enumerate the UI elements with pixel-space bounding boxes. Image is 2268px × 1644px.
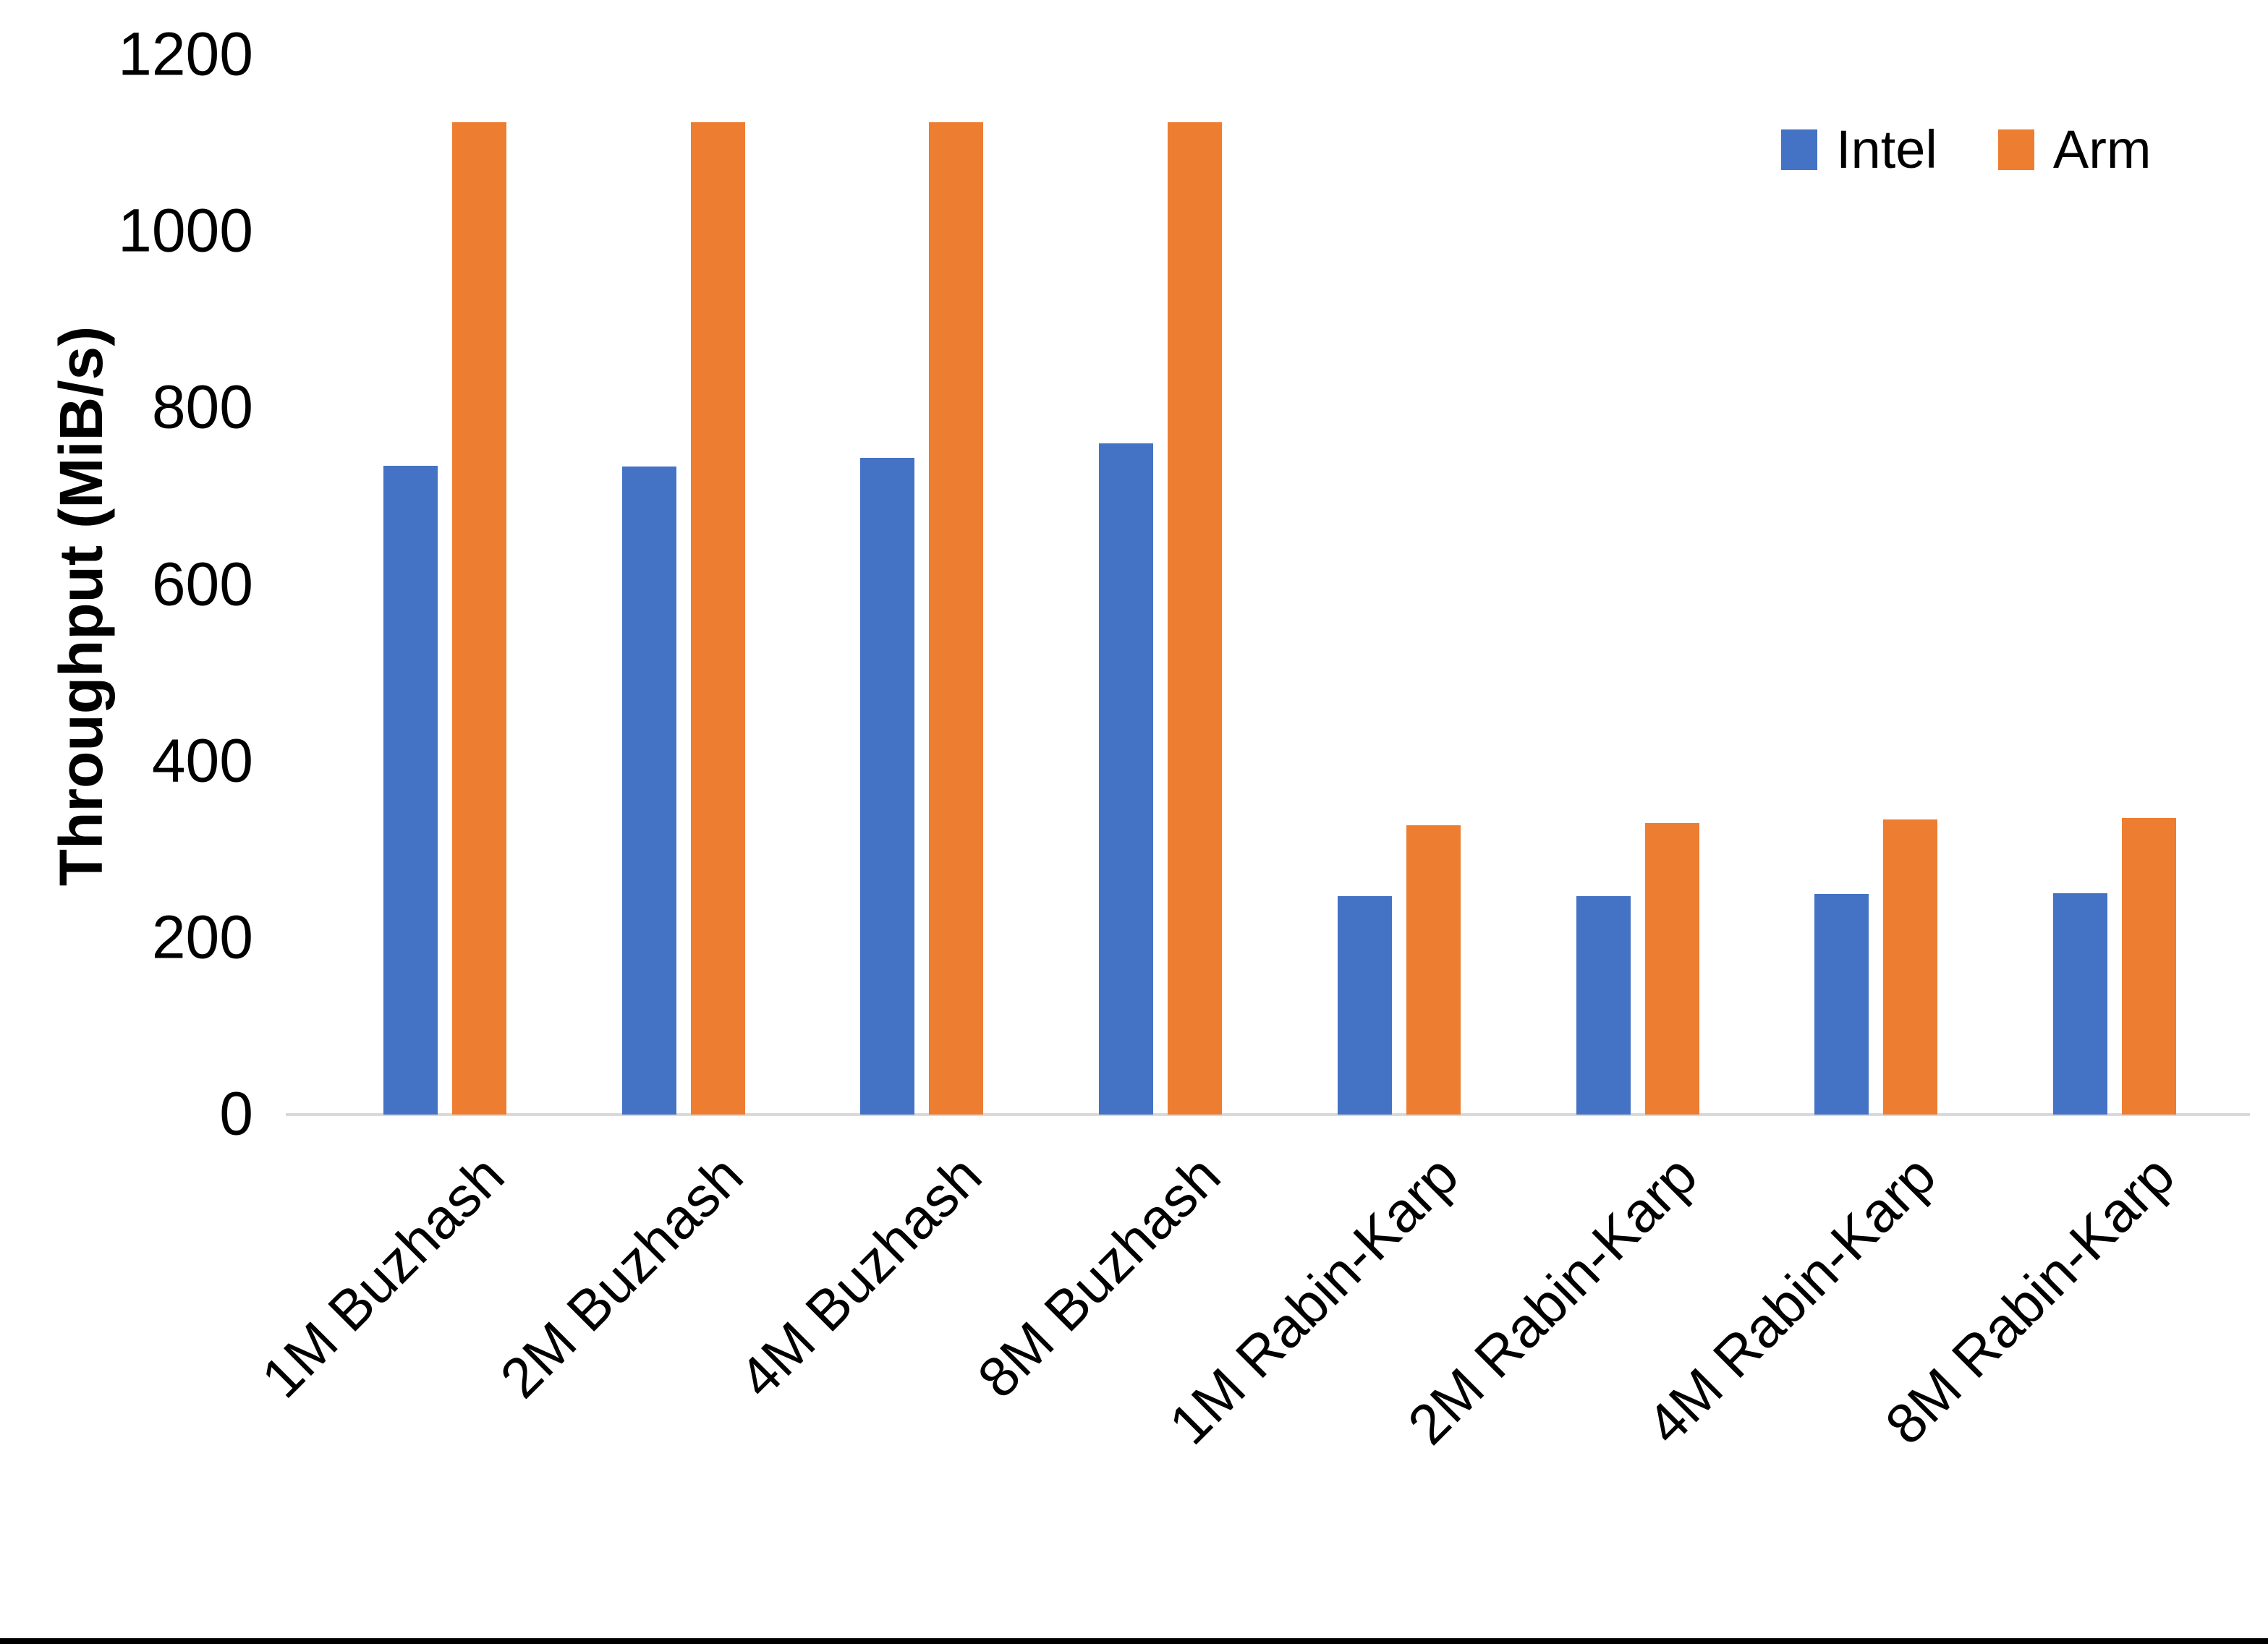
y-tick-label-0: 0 bbox=[219, 1079, 253, 1148]
y-tick-label-600: 600 bbox=[151, 549, 253, 618]
legend-label-arm: Arm bbox=[2052, 119, 2152, 179]
x-category-label-2m-buzhash: 2M Buzhash bbox=[488, 1143, 755, 1410]
bar-arm-2m-rabin-karp bbox=[1644, 823, 1699, 1115]
legend-label-intel: Intel bbox=[1836, 119, 1937, 179]
bar-group-2m-rabin-karp bbox=[1519, 0, 1757, 1115]
bar-arm-4m-rabin-karp bbox=[1883, 819, 1938, 1115]
x-axis-line bbox=[286, 1113, 2250, 1116]
bottom-border bbox=[0, 1638, 2268, 1644]
x-category-label-8m-buzhash: 8M Buzhash bbox=[965, 1143, 1232, 1410]
bar-intel-2m-buzhash bbox=[621, 467, 676, 1115]
y-axis-title: Throughput (MiB/s) bbox=[47, 325, 115, 887]
bar-group-8m-rabin-karp bbox=[1995, 0, 2234, 1115]
bar-arm-1m-rabin-karp bbox=[1406, 825, 1461, 1115]
legend-item-arm: Arm bbox=[1997, 119, 2152, 179]
bar-group-8m-buzhash bbox=[1041, 0, 1280, 1115]
bar-group-2m-buzhash bbox=[564, 0, 803, 1115]
bar-arm-8m-buzhash bbox=[1168, 122, 1223, 1115]
y-tick-label-800: 800 bbox=[151, 372, 253, 441]
bar-intel-1m-rabin-karp bbox=[1337, 896, 1392, 1115]
legend-item-intel: Intel bbox=[1781, 123, 1937, 176]
bar-arm-2m-buzhash bbox=[690, 122, 745, 1115]
bar-arm-8m-rabin-karp bbox=[2122, 818, 2177, 1115]
bar-group-1m-rabin-karp bbox=[1280, 0, 1519, 1115]
plot-area bbox=[326, 0, 2234, 1115]
bar-group-4m-rabin-karp bbox=[1757, 0, 1996, 1115]
bar-intel-2m-rabin-karp bbox=[1576, 896, 1631, 1115]
y-tick-label-1200: 1200 bbox=[118, 20, 253, 88]
bar-intel-8m-rabin-karp bbox=[2053, 893, 2108, 1115]
bar-group-1m-buzhash bbox=[326, 0, 564, 1115]
bar-intel-4m-buzhash bbox=[860, 458, 915, 1115]
x-category-label-1m-buzhash: 1M Buzhash bbox=[249, 1143, 517, 1410]
bar-intel-4m-rabin-karp bbox=[1814, 894, 1869, 1115]
y-tick-label-400: 400 bbox=[151, 725, 253, 794]
bar-intel-8m-buzhash bbox=[1099, 443, 1154, 1115]
x-category-label-4m-buzhash: 4M Buzhash bbox=[726, 1143, 994, 1410]
bar-arm-1m-buzhash bbox=[451, 122, 506, 1115]
bar-arm-4m-buzhash bbox=[929, 122, 984, 1115]
bar-intel-1m-buzhash bbox=[383, 466, 438, 1115]
bar-group-4m-buzhash bbox=[803, 0, 1042, 1115]
arm-legend-swatch bbox=[1997, 129, 2034, 170]
intel-legend-swatch bbox=[1781, 129, 1817, 170]
y-tick-label-200: 200 bbox=[151, 903, 253, 971]
legend: Intel Arm bbox=[1781, 123, 2152, 176]
y-tick-label-1000: 1000 bbox=[118, 196, 253, 265]
